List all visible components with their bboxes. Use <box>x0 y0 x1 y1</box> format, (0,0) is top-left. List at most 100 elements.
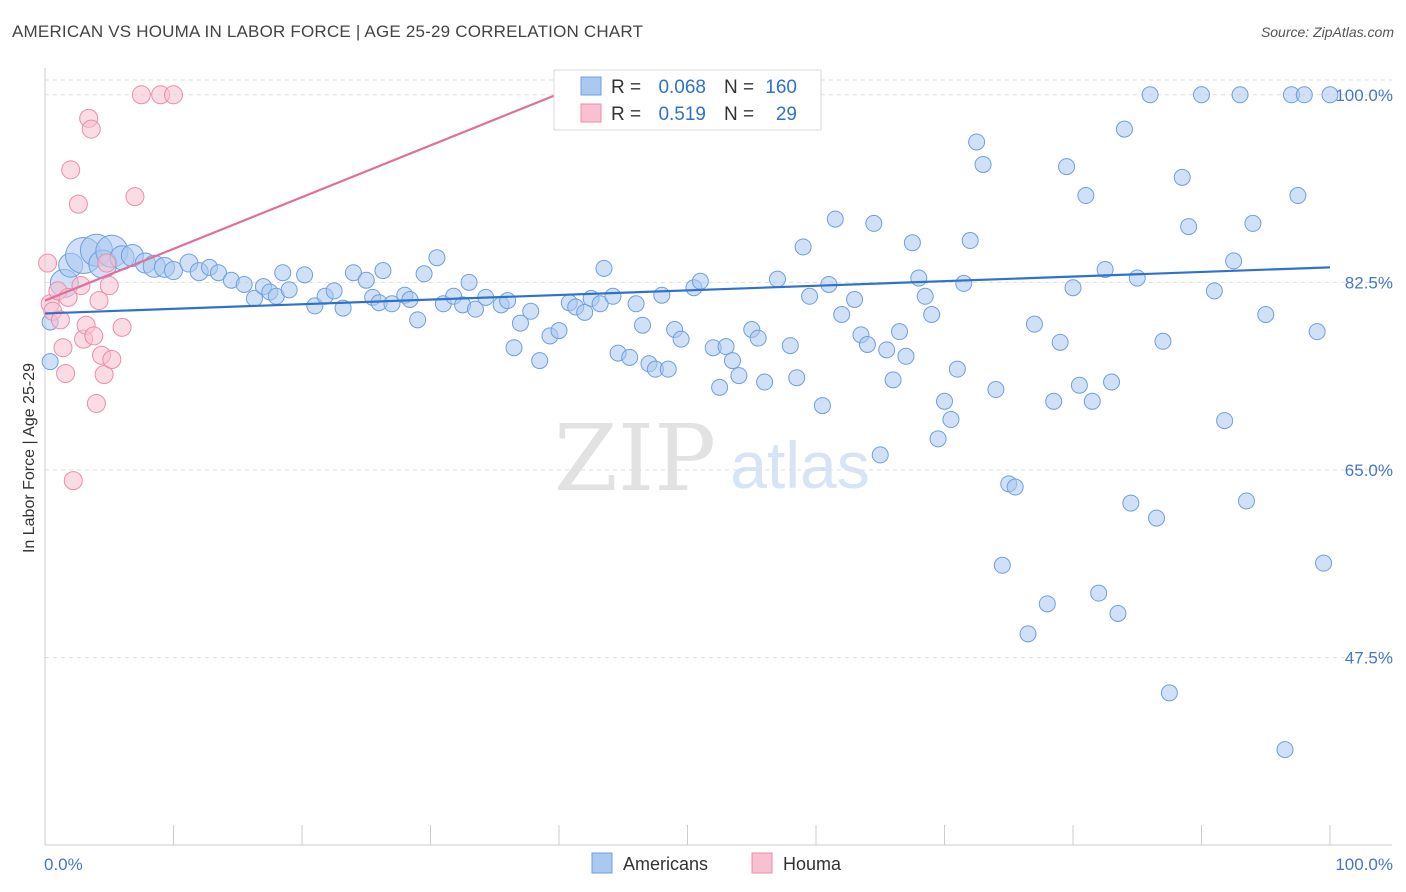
americans-point <box>1173 168 1191 186</box>
gridlines <box>45 79 1392 658</box>
americans-point <box>1180 218 1198 236</box>
americans-point <box>910 269 928 287</box>
americans-point <box>749 329 767 347</box>
americans-point <box>878 341 896 359</box>
chart-title: AMERICAN VS HOUMA IN LABOR FORCE | AGE 2… <box>12 22 644 41</box>
americans-point <box>1205 282 1223 300</box>
houma-point <box>84 326 104 346</box>
americans-point <box>717 338 735 356</box>
houma-point <box>94 365 114 385</box>
americans-point <box>1006 478 1024 496</box>
houma-point <box>86 393 106 413</box>
americans-point <box>659 360 677 378</box>
americans-point <box>604 287 622 305</box>
americans-point <box>357 271 375 289</box>
houma-point <box>53 338 73 358</box>
americans-point <box>1225 252 1243 270</box>
americans-point <box>858 336 876 354</box>
americans-point <box>428 249 446 267</box>
houma-point <box>99 276 119 296</box>
americans-point <box>974 155 992 173</box>
americans-point <box>1193 86 1210 104</box>
americans-point <box>1231 86 1249 104</box>
americans-point <box>929 430 947 448</box>
americans-point <box>846 290 864 308</box>
americans-point <box>1090 584 1108 602</box>
americans-point <box>1025 315 1043 333</box>
americans-point <box>993 556 1011 574</box>
americans-point <box>1103 373 1121 391</box>
americans-point <box>781 337 799 355</box>
americans-point <box>1276 741 1294 759</box>
americans-point <box>916 287 934 305</box>
source-label: Source: ZipAtlas.com <box>1260 24 1394 40</box>
americans-point <box>1295 86 1313 104</box>
houma-point <box>131 85 151 105</box>
americans-point <box>871 446 889 464</box>
y-tick-label: 100.0% <box>1335 86 1393 105</box>
legend-houma-r-label: R = <box>611 104 641 125</box>
americans-point <box>511 314 529 332</box>
houma-point <box>68 194 88 214</box>
americans-point <box>325 282 343 300</box>
americans-point <box>164 261 183 281</box>
bottom-legend: Americans Houma <box>591 852 842 874</box>
americans-point <box>1321 86 1339 104</box>
legend-houma-n-label: N = <box>724 104 754 125</box>
x-tick-label: 100.0% <box>1335 855 1393 874</box>
americans-point <box>334 299 352 317</box>
americans-point <box>1289 187 1307 205</box>
houma-point <box>81 119 101 139</box>
americans-point <box>634 316 652 334</box>
x-tick-label: 0.0% <box>44 855 83 874</box>
americans-point <box>891 323 909 341</box>
americans-point <box>1045 392 1063 410</box>
y-tick-label: 47.5% <box>1345 648 1393 667</box>
americans-point <box>460 273 478 291</box>
americans-point <box>1077 187 1095 205</box>
legend-americans-n-label: N = <box>724 77 754 98</box>
americans-point <box>723 352 741 370</box>
americans-point <box>903 234 921 252</box>
americans-point <box>653 286 671 304</box>
americans-point <box>1257 305 1275 323</box>
americans-point <box>499 292 517 310</box>
watermark-zip: ZIP <box>554 405 716 512</box>
houma-point <box>56 363 76 383</box>
americans-point <box>1115 120 1133 138</box>
americans-point <box>1244 214 1262 232</box>
americans-point <box>1058 158 1076 176</box>
americans-point <box>576 303 594 321</box>
americans-point <box>1141 86 1159 104</box>
houma-point <box>112 317 132 337</box>
americans-point <box>923 305 941 323</box>
americans-point <box>1064 279 1082 297</box>
americans-point <box>1148 509 1166 527</box>
houma-point <box>61 160 81 180</box>
americans-point <box>672 330 690 348</box>
americans-point <box>826 210 844 228</box>
americans-point <box>756 373 774 391</box>
americans-point <box>1122 494 1140 512</box>
americans-point <box>235 275 253 293</box>
americans-point <box>591 295 609 313</box>
americans-point <box>374 262 392 280</box>
americans-point <box>296 266 314 284</box>
americans-point <box>794 238 812 256</box>
americans-point <box>1154 332 1172 350</box>
americans-point <box>961 232 979 250</box>
americans-point <box>948 360 966 378</box>
americans-point <box>955 274 973 292</box>
tick-labels: 47.5% 65.0% 82.5% 100.0% 0.0% 100.0% <box>44 86 1393 874</box>
americans-point <box>280 281 298 299</box>
houma-point <box>164 85 183 105</box>
americans-point <box>1128 269 1146 287</box>
americans-point <box>968 133 986 151</box>
americans-point <box>1315 554 1333 572</box>
americans-point <box>627 295 645 313</box>
americans-point <box>531 352 549 370</box>
americans-point <box>595 259 613 277</box>
americans-point <box>466 300 484 318</box>
americans-point <box>621 348 639 366</box>
houma-point <box>50 310 70 330</box>
